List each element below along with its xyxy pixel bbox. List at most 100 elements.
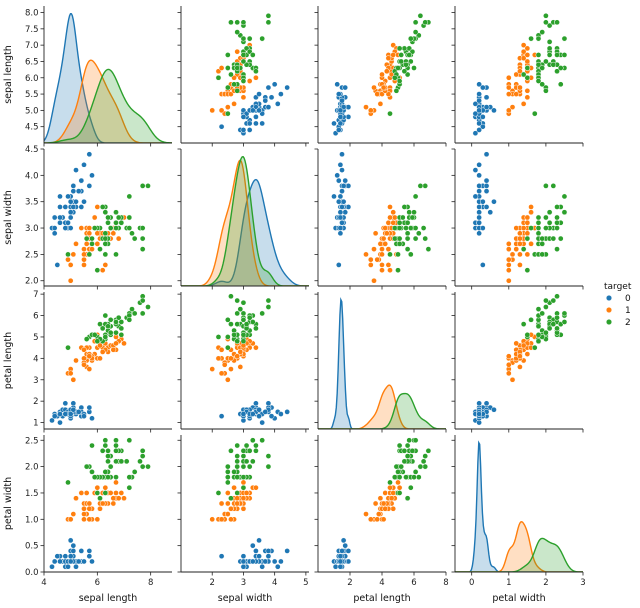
point-series-1-33: [231, 484, 237, 491]
y-axis-label-1: sepal width: [3, 190, 14, 245]
x-tick-label: 2: [543, 578, 548, 588]
panel-r0-c0: 4.5 5.0 5.5 6.0 6.5 7.0 7.5 8.0: [25, 6, 172, 147]
point-series-2-21: [393, 463, 400, 470]
point-series-0-23: [342, 209, 349, 216]
point-series-2-34: [228, 71, 234, 78]
point-series-2-44: [249, 437, 256, 444]
point-series-2-31: [543, 12, 549, 19]
point-series-0-8: [51, 230, 58, 237]
point-series-0-32: [274, 101, 281, 107]
point-series-2-17: [139, 183, 146, 189]
point-series-2-45: [554, 225, 560, 231]
point-series-2-33: [102, 490, 109, 496]
point-series-0-39: [70, 204, 77, 210]
point-series-0-25: [67, 225, 74, 231]
y-tick-label: 0.0: [25, 568, 39, 578]
point-series-2-8: [224, 474, 231, 480]
x-tick-label: 1: [506, 578, 511, 588]
point-series-1-15: [385, 219, 392, 226]
panel-r3-c3: 0 1 2 3: [451, 435, 586, 588]
point-series-2-37: [535, 219, 542, 226]
point-series-2-6: [387, 251, 393, 258]
point-series-2-47: [107, 225, 114, 231]
panel-plot-area: [472, 151, 568, 284]
point-series-2-30: [539, 310, 546, 317]
point-series-2-39: [118, 458, 125, 465]
point-series-0-49: [476, 209, 482, 216]
point-series-0-49: [249, 411, 256, 417]
point-series-2-47: [107, 463, 114, 470]
point-series-2-34: [520, 71, 527, 78]
point-series-1-3: [81, 262, 87, 268]
panel-plot-area: [472, 12, 568, 137]
point-series-0-24: [345, 114, 352, 120]
point-series-1-35: [253, 344, 259, 351]
point-series-1-29: [86, 516, 93, 523]
point-series-2-39: [546, 45, 553, 52]
point-series-1-9: [377, 495, 384, 502]
point-series-2-37: [105, 474, 111, 480]
point-series-0-43: [256, 537, 262, 544]
point-series-1-45: [86, 505, 93, 512]
point-series-1-48: [70, 511, 77, 517]
kde-fill-series-1: [455, 521, 583, 572]
point-series-2-41: [118, 331, 125, 338]
point-series-1-49: [380, 84, 387, 91]
point-series-2-48: [401, 68, 408, 75]
point-series-2-49: [535, 331, 542, 338]
point-series-1-36: [243, 490, 250, 496]
point-series-2-49: [91, 331, 98, 338]
point-series-2-32: [550, 321, 557, 327]
point-series-1-45: [382, 505, 389, 512]
point-series-1-10: [505, 277, 512, 284]
y-tick-label: 2.5: [25, 436, 39, 446]
point-series-1-14: [372, 230, 379, 237]
x-tick-label: 2: [210, 578, 215, 588]
point-series-1-34: [78, 490, 85, 496]
point-series-0-22: [57, 193, 63, 200]
point-series-2-14: [234, 442, 241, 449]
point-series-0-37: [472, 193, 479, 200]
point-series-0-39: [476, 204, 482, 210]
point-series-2-49: [91, 474, 98, 480]
point-series-2-30: [131, 310, 138, 317]
point-series-0-24: [476, 400, 482, 407]
x-axis-label-3: petal width: [492, 593, 545, 604]
y-tick-label: 2: [33, 397, 38, 407]
point-series-1-12: [379, 267, 385, 274]
point-series-0-37: [337, 563, 344, 570]
panel-r2-c0: 1 2 3 4 5 6 7: [33, 290, 172, 433]
point-series-2-46: [224, 334, 231, 340]
point-series-0-49: [476, 411, 482, 417]
point-series-2-6: [387, 479, 393, 486]
point-series-1-6: [390, 209, 397, 216]
panel-plot-area: [331, 437, 432, 570]
point-series-1-20: [391, 214, 398, 221]
point-series-1-11: [382, 490, 389, 496]
point-series-2-47: [398, 58, 405, 65]
point-series-2-38: [535, 338, 542, 345]
point-series-2-31: [145, 304, 151, 310]
point-series-2-25: [246, 35, 253, 42]
point-series-2-41: [396, 45, 403, 52]
point-series-2-32: [404, 453, 411, 459]
point-series-1-47: [383, 68, 390, 75]
point-series-0-44: [483, 183, 490, 189]
y-axis-label-0: sepal length: [3, 45, 14, 104]
point-series-0-47: [476, 214, 482, 221]
point-series-0-45: [240, 114, 247, 120]
point-series-0-24: [345, 204, 352, 210]
point-series-2-4: [240, 453, 247, 459]
point-series-1-48: [363, 511, 369, 517]
point-series-1-10: [209, 516, 216, 523]
point-series-2-47: [240, 58, 247, 65]
point-series-1-45: [513, 225, 520, 231]
point-series-2-7: [415, 474, 422, 480]
point-series-2-8: [407, 251, 414, 258]
legend-marker-2: [605, 318, 613, 326]
point-series-0-49: [337, 209, 344, 216]
panel-plot-area: [49, 293, 151, 426]
point-series-2-39: [546, 219, 553, 226]
point-series-1-40: [385, 246, 392, 252]
point-series-1-35: [387, 204, 393, 210]
